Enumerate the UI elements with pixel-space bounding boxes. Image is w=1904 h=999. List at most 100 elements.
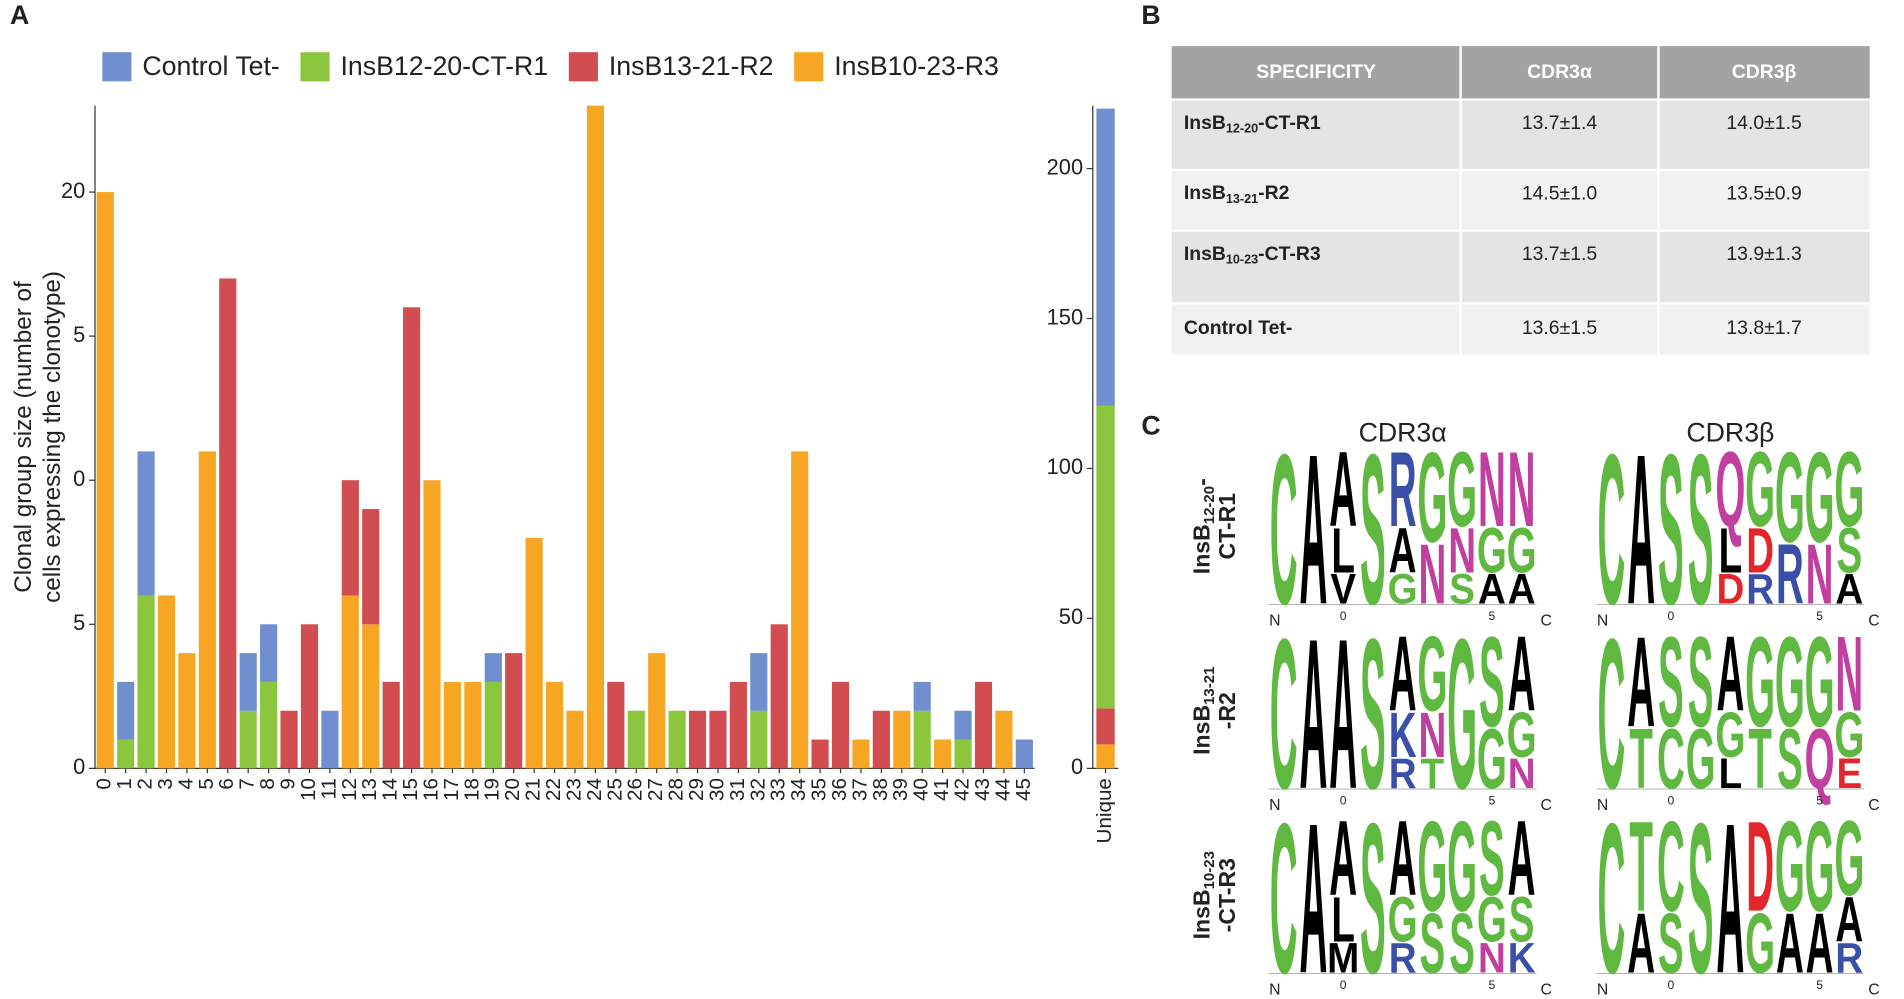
y-tick-label: 5 [73,610,85,635]
panel-label: C [1141,410,1160,440]
logo-letter: G [1775,426,1805,570]
table-cell: 14.0±1.5 [1726,112,1801,134]
logo-letter: G [1745,611,1775,755]
table-header: CDR3α [1527,61,1592,83]
y-axis-title: Clonal group size (number of [10,281,37,593]
logo-row-label: InsB12-20-CT-R1 [1188,478,1239,574]
logo-letter: A [1716,615,1744,735]
logo-letter: G [1805,795,1835,939]
logo-axis-label: 0 [1340,978,1347,992]
logo-letter: G [1834,430,1864,550]
x-tick-label: 44 [991,778,1014,801]
bar-segment [1015,739,1033,769]
x-tick-label: 29 [685,778,708,801]
logo-letter: A [1329,799,1357,919]
bar-segment [913,710,931,769]
logo-letter: S [1688,611,1714,755]
bar-segment [954,739,972,769]
bar-segment [729,681,747,769]
label-base: InsB [1188,524,1214,574]
bar-segment [341,480,359,596]
bar-segment [137,451,155,596]
logo-letter: G [1805,611,1835,755]
logo-letter: S [1658,896,1684,991]
y-axis-title: cells expressing the clonotype) [39,271,66,603]
x-tick-label: 0 [93,778,116,789]
table-cell: 13.8±1.7 [1726,317,1801,339]
x-tick-label: 20 [501,778,524,801]
label-base: InsB [1188,889,1214,939]
bar-segment [1096,108,1115,406]
label-sub: 12-20 [1201,486,1218,524]
logo-letter: A [1389,615,1417,735]
logo-letter: A [1300,410,1328,649]
logo-letter: R [1389,430,1417,550]
bar-segment [321,710,339,769]
table-row-bg [1171,303,1870,355]
bar-segment [423,480,441,769]
table-cell: 14.5±1.0 [1522,182,1598,204]
x-tick-label: 22 [542,778,565,801]
legend-swatch [102,52,132,82]
legend-label: InsB13-21-R2 [609,51,774,81]
x-tick-label: 3 [154,778,177,789]
x-tick-label: 43 [971,778,994,801]
logo-letter: G [1388,884,1418,956]
x-tick-label: 19 [481,778,504,801]
logo-letter: R [1835,933,1863,981]
logo-letter: A [1329,594,1357,833]
label-rest: -CT-R3 [1258,243,1321,265]
logo-letter: S [1777,712,1803,807]
x-tick-label: 28 [665,778,688,801]
legend-label: InsB12-20-CT-R1 [341,51,549,81]
logo-letter: G [1775,795,1805,939]
label-rest: -CT-R1 [1258,112,1321,134]
logo-letter: R [1389,933,1417,981]
logo-letter: C [1270,779,1298,999]
logo-axis-label: C [1868,797,1879,814]
row-label: InsB13-21 [1188,667,1218,755]
logo-axis-label: 0 [1668,793,1675,807]
x-tick-label: 2 [134,778,157,789]
x-tick-label: 33 [767,778,790,801]
x-tick-label: 4 [174,778,197,789]
logo-axis-label: 5 [1816,793,1823,807]
legend-swatch [300,52,330,82]
logo-letter: A [1627,611,1655,755]
table-cell: 13.7±1.5 [1522,243,1597,265]
x-tick-label: 25 [603,778,626,801]
logo-letter: G [1477,515,1507,587]
bar-segment [260,624,278,682]
label-rest: -R2 [1258,182,1289,204]
logo-letter: G [1805,426,1835,570]
x-tick-label: 21 [522,778,545,801]
y-tick-label: 0 [73,466,85,491]
logo-letter: R [1776,527,1804,622]
logo-axis-label: 0 [1340,609,1347,623]
row-label-line2: -R2 [1214,692,1240,729]
bar-segment [770,624,788,769]
logo-letter: A [1508,615,1536,735]
logo-letter: A [1627,410,1655,649]
table-cell: 13.7±1.4 [1522,112,1598,134]
x-tick-label: 11 [317,778,340,799]
bar-segment [954,710,972,740]
logo-letter: S [1360,410,1386,649]
x-tick-label: 26 [624,778,647,801]
logo-axis-label: 5 [1488,609,1495,623]
logo-letter: G [1834,799,1864,919]
label-sub: 10-23 [1226,253,1258,267]
bar-segment [484,681,502,769]
bar-segment [96,192,114,769]
panel-label: A [10,0,29,30]
bar-segment [586,105,604,769]
bar-segment [688,710,707,769]
logo-letter: A [1835,884,1863,956]
bar-segment [525,537,543,769]
logo-letter: A [1627,896,1655,991]
logo-letter: C [1270,410,1298,649]
panel-label: B [1141,0,1160,30]
logo-letter: N [1448,515,1476,587]
bar-segment [403,307,421,769]
logo-letter: A [1478,564,1506,612]
